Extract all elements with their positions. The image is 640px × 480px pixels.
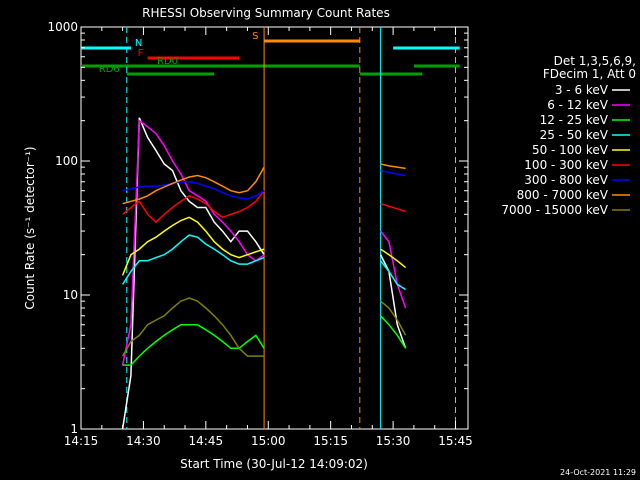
legend: Det 1,3,5,6,9,FDecim 1, Att 0 3 - 6 keV6 … [501, 54, 636, 217]
y-tick-label: 1 [70, 422, 78, 436]
series-line-segment2 [380, 230, 407, 309]
flag-label-rd6: RD6 [99, 64, 120, 75]
x-tick-label: 15:45 [438, 434, 473, 448]
x-tick-label: 15:30 [376, 434, 411, 448]
series-line [122, 190, 265, 224]
series-lines [121, 117, 407, 430]
series-line-segment2 [380, 248, 407, 269]
y-tick-label: 100 [55, 154, 78, 168]
flag-label-f: F [138, 48, 144, 59]
chart-title: RHESSI Observing Summary Count Rates [142, 6, 390, 20]
x-axis-ticks: 14:15 14:30 14:45 15:00 15:15 15:30 15:45 [64, 27, 473, 448]
x-tick-label: 15:15 [313, 434, 348, 448]
plot-frame [80, 26, 469, 430]
footer-date: 24-Oct-2021 11:29 [560, 468, 636, 477]
series-line-segment2 [380, 260, 406, 291]
series-line-segment2 [380, 163, 406, 170]
series-line-segment2 [380, 169, 406, 177]
x-tick-label: 14:45 [189, 434, 224, 448]
legend-header: FDecim 1, Att 0 [543, 67, 636, 81]
legend-entry: 7000 - 15000 keV [501, 203, 608, 217]
series-line [121, 119, 265, 366]
series-line [121, 297, 265, 357]
series-line [121, 117, 265, 430]
legend-entry: 50 - 100 keV [532, 143, 609, 157]
y-axis-ticks: 1 10 100 1000 [47, 20, 468, 436]
series-line-segment2 [380, 315, 407, 349]
x-axis-label: Start Time (30-Jul-12 14:09:02) [180, 457, 368, 471]
flag-bars: NF S RD0 RD6 [81, 31, 460, 76]
series-line-segment2 [380, 300, 407, 336]
legend-entry: 6 - 12 keV [547, 98, 609, 112]
legend-entry: 100 - 300 keV [524, 158, 608, 172]
series-line-segment2 [380, 202, 406, 213]
y-tick-label: 1000 [47, 20, 78, 34]
flag-label-s: S [252, 31, 258, 42]
x-tick-label: 14:30 [126, 434, 161, 448]
series-line [121, 216, 265, 276]
legend-entry: 25 - 50 keV [540, 128, 609, 142]
y-tick-label: 10 [63, 288, 78, 302]
legend-entry: 300 - 800 keV [524, 173, 608, 187]
legend-header: Det 1,3,5,6,9, [554, 54, 636, 68]
flag-label-rd0: RD0 [157, 56, 178, 67]
legend-entry: 12 - 25 keV [540, 113, 609, 127]
legend-entry: 3 - 6 keV [555, 83, 609, 97]
x-tick-label: 15:00 [251, 434, 286, 448]
legend-entry: 800 - 7000 keV [517, 188, 609, 202]
vertical-markers [126, 27, 457, 429]
series-line [122, 181, 265, 200]
flag-label-n: N [135, 38, 142, 49]
series-line [122, 166, 265, 205]
series-line-segment2 [379, 254, 407, 349]
series-line [121, 234, 265, 285]
series-line [122, 323, 265, 366]
x-tick-label: 14:15 [64, 434, 99, 448]
y-axis-label: Count Rate (s⁻¹ detector⁻¹) [23, 146, 37, 309]
